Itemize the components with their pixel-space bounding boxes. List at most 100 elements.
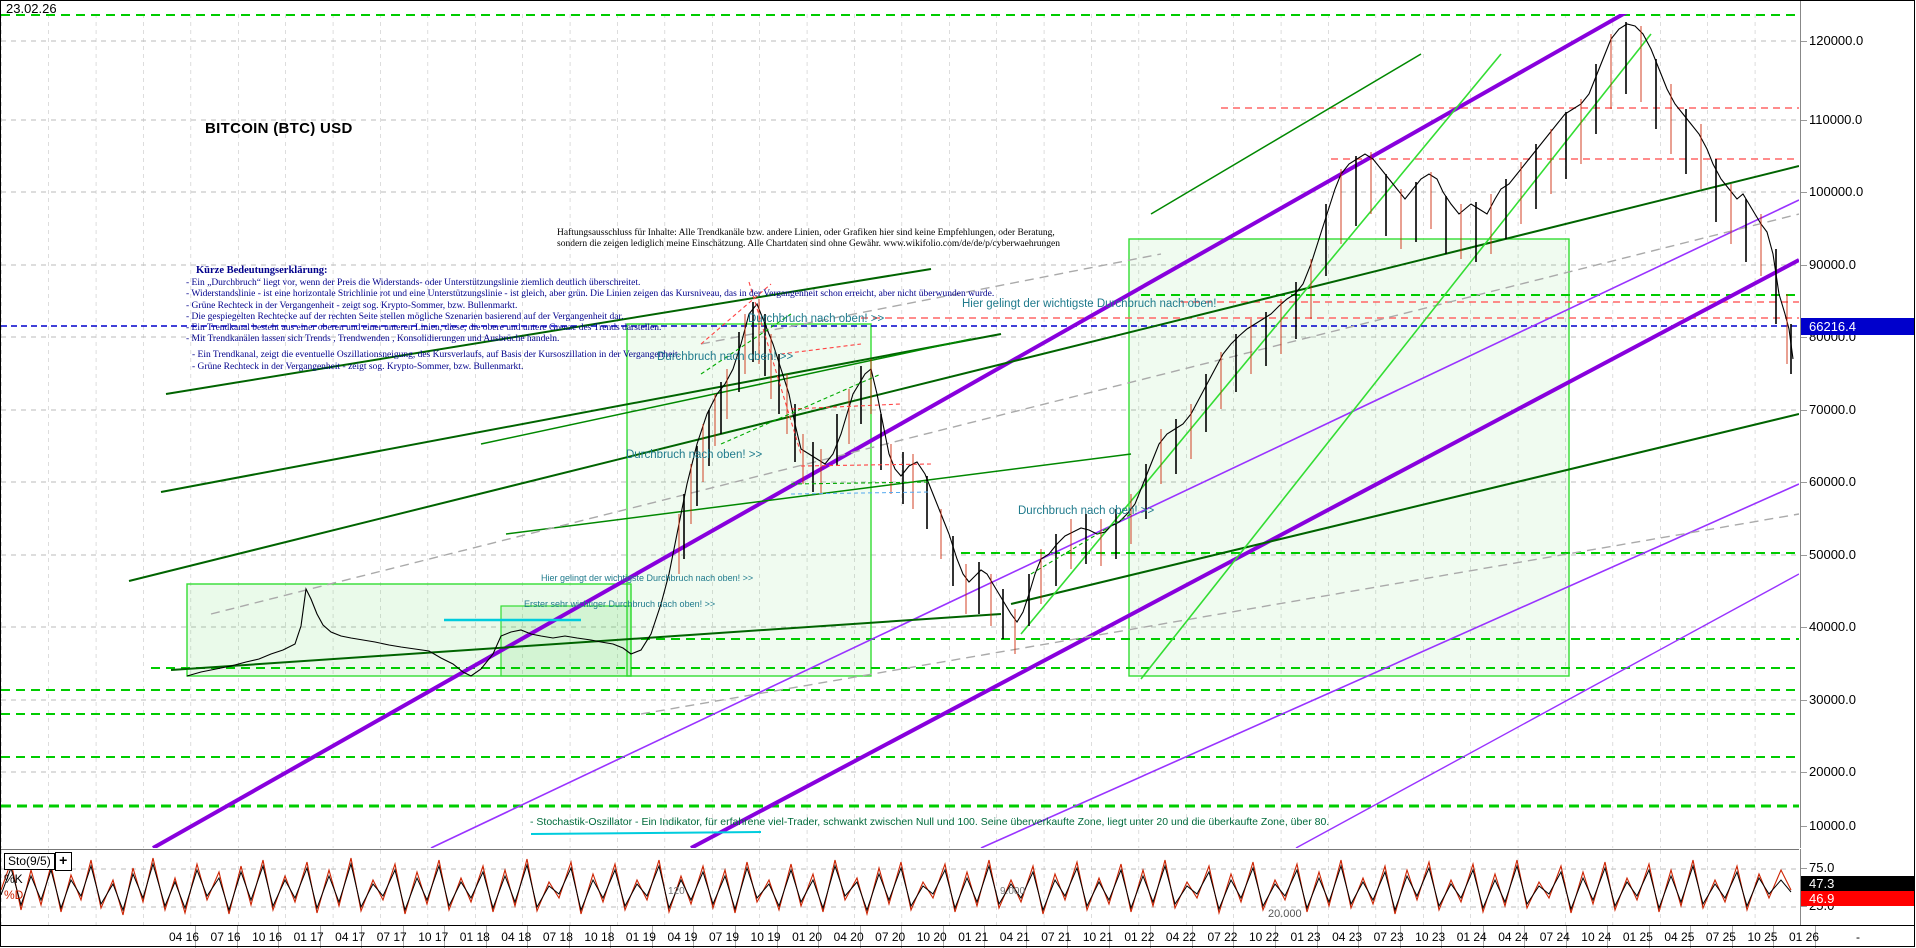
- price-axis[interactable]: 120000.0 110000.0 100000.0 90000.0 80000…: [1800, 0, 1915, 848]
- time-axis-separator: [361, 926, 363, 948]
- time-axis-label: 04 21: [999, 930, 1030, 944]
- time-axis-label: 10 25: [1747, 930, 1778, 944]
- time-axis-separator: [1524, 926, 1526, 948]
- time-axis-separator: [1399, 926, 1401, 948]
- chart-annotation: Durchbruch nach oben! >>: [626, 449, 763, 461]
- y-tick-label: 30000.0: [1809, 692, 1856, 707]
- time-axis-label: 07 19: [709, 930, 740, 944]
- chart-annotation: Durchbruch nach oben! >>: [657, 351, 794, 363]
- disclaimer-text: Haftungsausschluss für Inhalte: Alle Tre…: [557, 228, 1060, 249]
- time-axis-label: 07 22: [1207, 930, 1238, 944]
- time-axis-label: 01 21: [958, 930, 989, 944]
- time-axis-label: 01 24: [1456, 930, 1487, 944]
- time-axis-separator: [818, 926, 820, 948]
- time-axis-label: 10 19: [750, 930, 781, 944]
- time-axis-separator: [1025, 926, 1027, 948]
- stochastic-axis[interactable]: 75.0 25.0 47.3 46.9: [1800, 849, 1915, 925]
- time-axis-label: 04 20: [833, 930, 864, 944]
- time-axis-label: 10 16: [252, 930, 283, 944]
- time-axis-label: 10 24: [1581, 930, 1612, 944]
- y-tick-label: 50000.0: [1809, 547, 1856, 562]
- time-axis-label: -: [1856, 930, 1860, 944]
- time-axis-label: 04 25: [1664, 930, 1695, 944]
- time-axis-label: 04 18: [501, 930, 532, 944]
- time-axis-label: 01 20: [792, 930, 823, 944]
- time-axis-label: 07 17: [376, 930, 407, 944]
- time-axis-separator: [444, 926, 446, 948]
- time-axis-separator: [527, 926, 529, 948]
- faded-label-20000: 20.000: [1268, 908, 1302, 920]
- d-series-label: %D: [4, 888, 24, 902]
- y-tick-label: 20000.0: [1809, 764, 1856, 779]
- time-axis-separator: [568, 926, 570, 948]
- time-axis-label: 07 21: [1041, 930, 1072, 944]
- time-axis-label: 04 19: [667, 930, 698, 944]
- time-axis-label: 04 17: [335, 930, 366, 944]
- legend-line: - Ein „Durchbruch“ liegt vor, wenn der P…: [186, 278, 641, 289]
- time-axis-label: 07 20: [875, 930, 906, 944]
- legend-line: - Die gespiegelten Rechtecke auf der rec…: [186, 311, 624, 322]
- time-axis-separator: [1358, 926, 1360, 948]
- time-axis-label: 01 17: [293, 930, 324, 944]
- time-axis-label: 01 22: [1124, 930, 1155, 944]
- time-axis-separator: [984, 926, 986, 948]
- price-chart-pane[interactable]: [1, 14, 1799, 848]
- time-axis-separator: [735, 926, 736, 948]
- time-axis-label: 10 18: [584, 930, 615, 944]
- k-series-label: %K: [4, 872, 23, 886]
- time-axis-separator: [1565, 926, 1567, 948]
- time-axis-separator: [651, 926, 653, 948]
- time-axis-separator: [1150, 926, 1152, 948]
- legend-line: - Mit Trendkanälen lassen sich Trends , …: [186, 334, 560, 345]
- y-tick-label: 100000.0: [1809, 184, 1864, 199]
- time-axis-separator: [319, 926, 321, 948]
- y-tick-label: 10000.0: [1809, 818, 1856, 833]
- time-axis-label: 01 25: [1622, 930, 1653, 944]
- chart-annotation: Durchbruch nach oben! >>: [1018, 505, 1155, 517]
- time-axis-label: 01 23: [1290, 930, 1321, 944]
- time-axis-label: 07 18: [542, 930, 573, 944]
- legend-block: Kürze Bedeutungserklärung: - Ein „Durchb…: [186, 265, 994, 373]
- legend-line: - Widerstandslinie - ist eine horizontal…: [186, 289, 995, 300]
- time-axis-label: 07 25: [1705, 930, 1736, 944]
- indicator-label-group[interactable]: Sto(9/5) +: [4, 852, 72, 871]
- time-axis-separator: [1275, 926, 1276, 948]
- time-axis-separator: [1815, 926, 1816, 948]
- time-axis-separator: [1482, 926, 1484, 948]
- y-tick-label: 90000.0: [1809, 257, 1856, 272]
- time-axis-label: 10 23: [1415, 930, 1446, 944]
- indicator-name[interactable]: Sto(9/5): [4, 853, 55, 870]
- time-axis-label: 07 16: [210, 930, 241, 944]
- time-axis-label: 01 19: [625, 930, 656, 944]
- k-value-badge: 47.3: [1801, 876, 1915, 891]
- time-axis-separator: [1773, 926, 1775, 948]
- time-axis-separator: [859, 926, 861, 948]
- stochastic-oscillator-pane[interactable]: [1, 849, 1799, 926]
- stochastic-note: - Stochastik-Oszillator - Ein Indikator,…: [530, 816, 1330, 828]
- y-tick-label: 40000.0: [1809, 619, 1856, 634]
- faded-label-120: 120: [668, 886, 685, 897]
- time-axis-label: 01 18: [459, 930, 490, 944]
- time-axis-separator: [1607, 926, 1609, 948]
- y-tick-label: 110000.0: [1809, 112, 1863, 127]
- time-axis-label: 07 24: [1539, 930, 1570, 944]
- legend-line: - Grüne Rechteck in der Vergangenheit - …: [192, 361, 524, 372]
- d-value-badge: 46.9: [1801, 891, 1915, 906]
- time-axis-label: 01 26: [1789, 930, 1820, 944]
- add-indicator-icon[interactable]: +: [54, 852, 72, 871]
- time-axis-label: 04 22: [1165, 930, 1196, 944]
- time-axis-separator: [195, 926, 196, 948]
- osc-tick-label: 75.0: [1809, 860, 1835, 875]
- legend-title: Kürze Bedeutungserklärung:: [196, 265, 328, 276]
- chart-annotation: Erster sehr wichtiger Durchbruch nach ob…: [524, 599, 716, 609]
- time-axis[interactable]: 04 16 07 16 10 16 01 17 04 17 07 17 10 17 01 18…: [1, 925, 1915, 948]
- time-axis-separator: [776, 926, 778, 948]
- time-axis-label: 04 16: [169, 930, 200, 944]
- time-axis-label: 04 24: [1498, 930, 1529, 944]
- chart-annotation: Durchbruch nach oben! >>: [748, 313, 885, 325]
- stochastic-svg: [1, 850, 1799, 926]
- time-axis-separator: [693, 926, 695, 948]
- price-candles: [186, 23, 1794, 677]
- time-axis-separator: [610, 926, 612, 948]
